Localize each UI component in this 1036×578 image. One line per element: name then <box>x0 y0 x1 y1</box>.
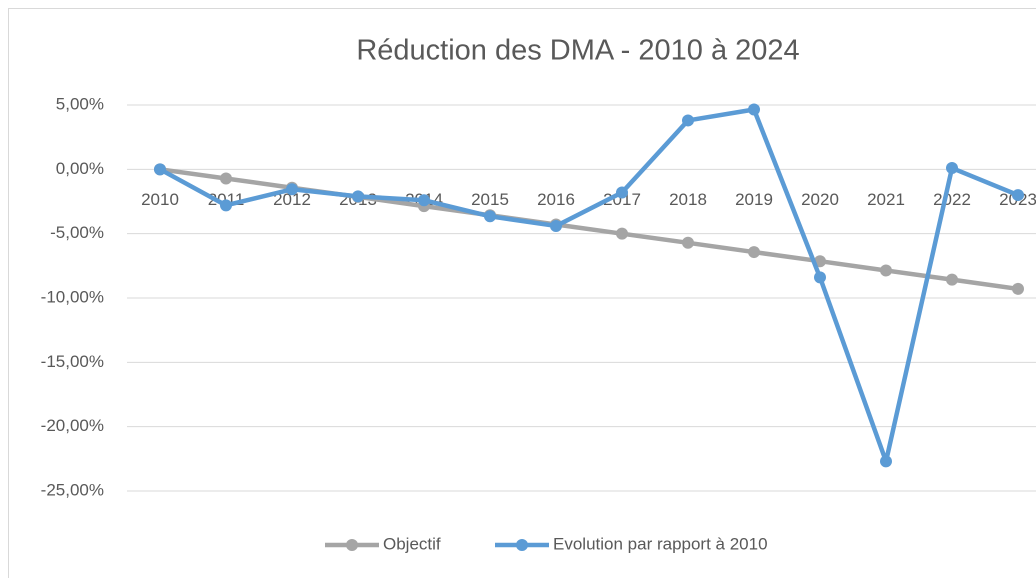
legend-label: Evolution par rapport à 2010 <box>553 534 768 553</box>
data-point <box>814 271 826 284</box>
data-point <box>286 183 298 196</box>
y-tick-label: 0,00% <box>56 159 104 178</box>
data-point <box>946 273 958 286</box>
series-line <box>158 107 1019 464</box>
x-tick-label: 2016 <box>537 190 575 209</box>
data-point <box>748 246 760 259</box>
data-point <box>154 163 166 176</box>
data-point <box>682 114 694 127</box>
x-tick-label: 2010 <box>141 190 179 209</box>
data-point <box>220 199 232 212</box>
x-tick-label: 2012 <box>273 190 311 209</box>
x-tick-label: 2020 <box>801 190 839 209</box>
data-point <box>880 264 892 277</box>
data-point <box>616 186 628 199</box>
data-point <box>550 219 562 232</box>
data-point <box>484 210 496 223</box>
legend-label: Objectif <box>383 534 441 553</box>
y-tick-label: -20,00% <box>41 416 104 435</box>
y-tick-label: -10,00% <box>41 287 104 306</box>
data-point <box>1012 189 1024 202</box>
data-point <box>616 227 628 240</box>
legend-marker <box>516 539 528 551</box>
y-tick-label: 5,00% <box>56 94 104 113</box>
y-tick-label: -25,00% <box>41 480 104 499</box>
x-tick-label: 2017 <box>603 190 641 209</box>
data-point <box>1012 282 1024 295</box>
data-point <box>946 162 958 175</box>
chart-title: Réduction des DMA - 2010 à 2024 <box>356 35 799 67</box>
y-tick-label: -15,00% <box>41 352 104 371</box>
x-tick-label: 2018 <box>669 190 707 209</box>
x-tick-label: 2015 <box>471 190 509 209</box>
y-tick-label: -5,00% <box>50 223 104 242</box>
data-point <box>880 455 892 468</box>
data-point <box>220 172 232 185</box>
legend-marker <box>346 539 358 551</box>
data-point <box>682 236 694 249</box>
x-tick-label: 2021 <box>867 190 905 209</box>
data-point <box>352 190 364 203</box>
x-tick-label: 2019 <box>735 190 773 209</box>
data-point <box>748 103 760 116</box>
chart-border <box>8 8 1036 578</box>
data-point <box>418 194 430 207</box>
x-tick-label: 2022 <box>933 190 971 209</box>
